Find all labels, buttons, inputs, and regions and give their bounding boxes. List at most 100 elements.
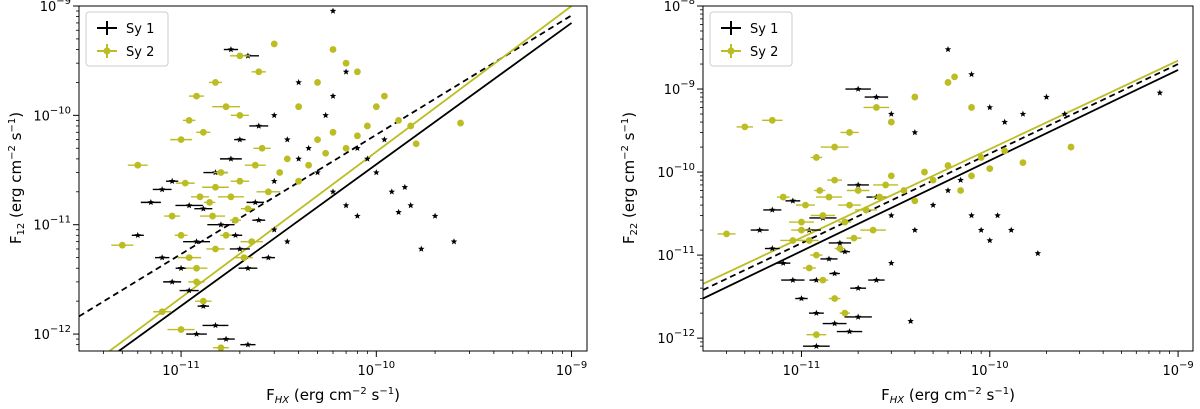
sy1-point: [957, 176, 964, 183]
sy1-point: [207, 221, 235, 228]
sy2-point: [175, 179, 195, 187]
sy2-point: [314, 79, 321, 86]
legend-marker-sy1: [721, 21, 741, 35]
x-axis-ticks: 10−11 10−10 10−9: [102, 351, 587, 379]
sy1-point: [847, 181, 869, 188]
sy1-point: [197, 302, 210, 309]
y-axis-ticks: 10−12 10−11 10−10 10−9 10−8: [657, 0, 703, 347]
sy2-point: [457, 119, 464, 127]
fit-line-sy2-solid: [108, 6, 573, 351]
sy1-point: [163, 278, 182, 285]
sy1-point: [418, 245, 425, 252]
legend: Sy 1 Sy 2: [85, 11, 169, 67]
sy1-point: [803, 342, 830, 349]
sy2-point: [846, 187, 870, 194]
sy1-point: [785, 197, 801, 204]
sy1-point: [839, 248, 850, 255]
sy2-point: [372, 103, 380, 111]
right-panel-f22: 10−11 10−10 10−9 10−12 10−11 10−10 10−9 10−8 F…: [620, 0, 1194, 406]
sy1-point: [354, 144, 361, 152]
sy1-point: [808, 309, 824, 316]
x-tick-label: 10−9: [1162, 360, 1193, 379]
x-tick-label: 10−11: [783, 360, 821, 379]
sy2-point: [177, 254, 202, 262]
x-axis-label: FHX (erg cm−2 s−1): [266, 386, 400, 406]
sy1-point: [229, 245, 250, 252]
data-points: [111, 7, 464, 351]
sy2-point: [230, 177, 250, 185]
sy2-point: [353, 68, 361, 76]
sy2-point: [305, 161, 313, 169]
sy1-point: [202, 322, 229, 329]
legend-label-sy2: Sy 2: [750, 45, 778, 60]
sy1-point: [864, 93, 889, 100]
sy1-point: [907, 317, 914, 324]
sy1-point: [305, 144, 312, 152]
legend-marker-sy1: [97, 21, 117, 35]
sy1-point: [240, 341, 256, 348]
sy1-point: [944, 46, 952, 53]
y-axis-label: F22 (erg cm−2 s−1): [620, 112, 640, 244]
sy1-point: [764, 245, 780, 252]
sy1-point: [401, 183, 409, 191]
sy2-point: [329, 128, 337, 136]
sy1-point: [836, 328, 863, 335]
data-points: [717, 46, 1164, 349]
sy2-point: [203, 198, 216, 206]
sy1-point: [1156, 89, 1164, 96]
x-axis-ticks: 10−11 10−10 10−9: [726, 351, 1194, 379]
sy1-point: [175, 264, 187, 271]
sy2-point: [251, 68, 266, 76]
sy1-point: [329, 7, 337, 14]
sy1-point: [329, 188, 337, 195]
sy2-point: [957, 187, 965, 194]
sy1-point: [986, 104, 994, 111]
sy1-point: [223, 46, 239, 53]
sy2-point: [827, 176, 843, 184]
sy1-point: [284, 136, 291, 143]
sy2-point: [200, 212, 226, 220]
sy1-point: [354, 212, 361, 219]
sy2-point: [230, 216, 241, 224]
sy1-point: [381, 136, 388, 143]
sy2-point: [968, 172, 975, 180]
sy1-point: [295, 79, 302, 86]
sy1-point: [261, 254, 275, 261]
sy2-point: [412, 140, 420, 148]
sy2-point: [196, 128, 211, 136]
sy2-point: [863, 104, 890, 111]
sy1-point: [986, 237, 994, 244]
sy2-point: [977, 154, 985, 161]
sy1-point: [284, 238, 291, 245]
sy1-point: [271, 226, 278, 233]
fit-line-sy1-dashed: [79, 14, 573, 318]
sy2-point: [820, 143, 849, 151]
legend-label-sy2: Sy 2: [126, 45, 154, 60]
sy2-point: [329, 46, 337, 53]
sy1-point: [1001, 118, 1008, 125]
sy2-point: [840, 129, 859, 136]
sy2-point: [174, 231, 188, 239]
left-panel-f12: 10−11 10−10 10−9 10−12 10−11 10−10 10−9 FHX (…: [7, 0, 588, 406]
sy2-point: [810, 251, 823, 259]
sy1-point: [888, 212, 895, 219]
sy2-point: [111, 241, 134, 249]
sy1-point: [822, 320, 847, 327]
sy1-point: [249, 122, 269, 129]
sy2-point: [968, 104, 975, 111]
sy1-point: [194, 205, 213, 212]
sy2-point: [191, 193, 209, 201]
sy2-point: [253, 144, 271, 152]
sy1-point: [994, 212, 1001, 219]
sy2-point: [270, 40, 278, 48]
x-tick-label: 10−9: [556, 360, 587, 379]
sy2-point: [944, 162, 952, 169]
sy2-point: [762, 116, 783, 124]
sy1-point: [795, 295, 808, 302]
sy1-point: [271, 177, 278, 184]
x-tick-label: 10−10: [971, 360, 1009, 379]
sy1-point: [1008, 226, 1015, 233]
sy1-point: [220, 155, 242, 162]
sy2-point: [815, 193, 843, 201]
